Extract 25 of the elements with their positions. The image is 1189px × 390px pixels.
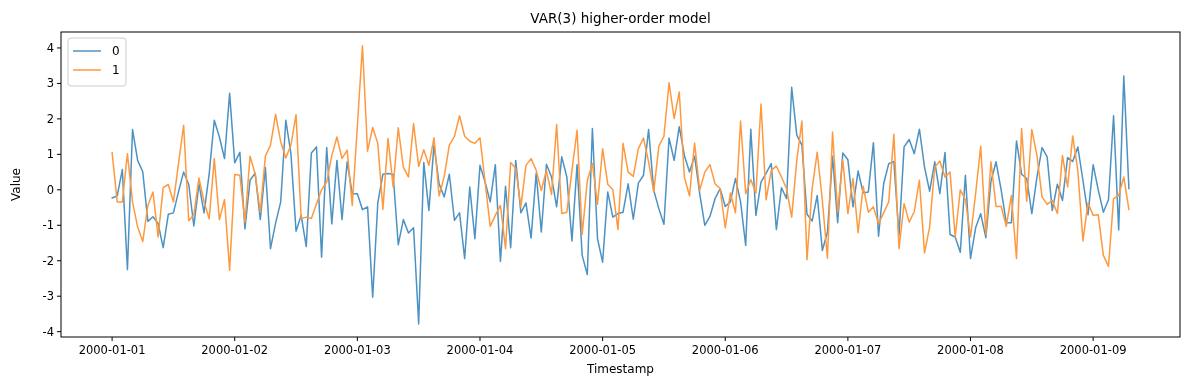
y-tick-label: 1 xyxy=(46,147,54,162)
y-tick-label: -2 xyxy=(42,253,54,268)
x-tick-label: 2000-01-04 xyxy=(446,343,514,357)
legend-label: 0 xyxy=(112,44,120,58)
x-tick-label: 2000-01-01 xyxy=(78,343,146,357)
y-tick-label: 4 xyxy=(46,40,54,55)
y-tick-label: 2 xyxy=(46,111,54,126)
x-tick-label: 2000-01-08 xyxy=(937,343,1004,357)
y-tick-label: -1 xyxy=(42,218,54,233)
x-axis-title: Timestamp xyxy=(586,362,654,376)
y-tick-label: 0 xyxy=(46,182,54,197)
x-tick-label: 2000-01-03 xyxy=(323,343,391,357)
x-tick-label: 2000-01-07 xyxy=(814,343,882,357)
y-axis-title: Value xyxy=(9,168,23,201)
x-tick-label: 2000-01-05 xyxy=(569,343,637,357)
line-series xyxy=(111,45,1130,272)
x-tick-label: 2000-01-06 xyxy=(691,343,759,357)
line-series xyxy=(111,75,1130,325)
chart-title: VAR(3) higher-order model xyxy=(530,10,711,26)
y-tick-label: 3 xyxy=(46,76,54,91)
x-tick-label: 2000-01-02 xyxy=(201,343,269,357)
x-tick-label: 2000-01-09 xyxy=(1059,343,1127,357)
y-tick-label: -4 xyxy=(42,324,54,339)
y-tick-label: -3 xyxy=(42,289,54,304)
legend-label: 1 xyxy=(112,63,120,77)
